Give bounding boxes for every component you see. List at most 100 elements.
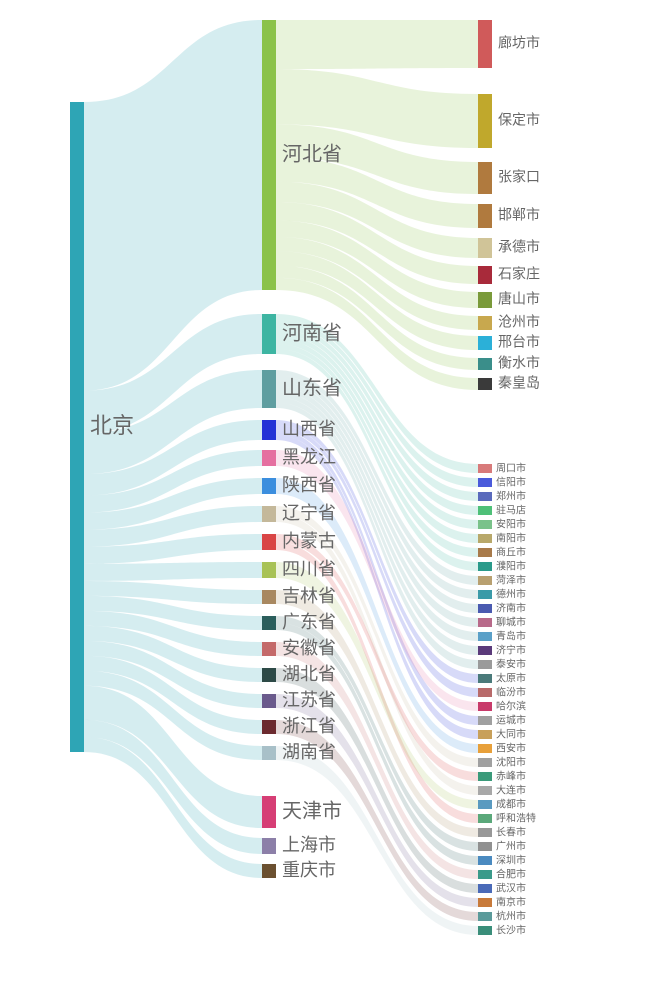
- city-label: 石家庄: [498, 266, 540, 282]
- city-small-node: [478, 492, 492, 501]
- province-node: [262, 838, 276, 854]
- city-small-label: 成都市: [496, 798, 526, 811]
- city-node: [478, 238, 492, 258]
- flows-level1: [84, 20, 262, 878]
- city-small-label: 临汾市: [496, 686, 526, 699]
- province-node: [262, 450, 276, 466]
- city-small-node: [478, 604, 492, 613]
- city-small-label: 太原市: [496, 672, 526, 685]
- city-label: 保定市: [498, 112, 540, 128]
- city-small-label: 南阳市: [496, 532, 526, 545]
- province-label: 江苏省: [282, 690, 336, 710]
- city-small-label: 大连市: [496, 784, 526, 797]
- city-small-node: [478, 534, 492, 543]
- city-small-label: 周口市: [496, 462, 526, 475]
- province-node: [262, 478, 276, 494]
- city-small-node: [478, 590, 492, 599]
- province-node: [262, 796, 276, 828]
- city-node: [478, 266, 492, 284]
- city-small-node: [478, 828, 492, 837]
- city-small-label: 哈尔滨: [496, 700, 526, 713]
- city-node: [478, 20, 492, 68]
- city-small-label: 济南市: [496, 602, 526, 615]
- city-small-node: [478, 898, 492, 907]
- city-small-node: [478, 730, 492, 739]
- province-label: 河南省: [282, 321, 342, 344]
- city-label: 衡水市: [498, 355, 540, 371]
- city-small-node: [478, 926, 492, 935]
- province-label: 河北省: [282, 142, 342, 165]
- city-small-label: 德州市: [496, 588, 526, 601]
- province-node: [262, 642, 276, 656]
- city-label: 邯郸市: [498, 207, 540, 223]
- city-small-label: 运城市: [496, 714, 526, 727]
- city-small-label: 沈阳市: [496, 756, 526, 769]
- city-small-label: 聊城市: [496, 616, 526, 629]
- city-small-label: 西安市: [496, 742, 526, 755]
- province-label: 安徽省: [282, 638, 336, 658]
- city-node: [478, 292, 492, 308]
- city-label: 邢台市: [498, 334, 540, 350]
- city-small-label: 郑州市: [496, 490, 526, 503]
- city-small-node: [478, 884, 492, 893]
- city-small-node: [478, 870, 492, 879]
- city-small-node: [478, 702, 492, 711]
- city-small-label: 大同市: [496, 728, 526, 741]
- city-small-node: [478, 842, 492, 851]
- city-node: [478, 358, 492, 370]
- province-node: [262, 590, 276, 604]
- city-small-node: [478, 786, 492, 795]
- province-node: [262, 694, 276, 708]
- city-small-label: 菏泽市: [496, 574, 526, 587]
- city-node: [478, 336, 492, 350]
- source-node: [70, 102, 84, 752]
- city-label: 沧州市: [498, 314, 540, 330]
- province-label: 天津市: [282, 799, 342, 822]
- city-small-node: [478, 618, 492, 627]
- province-label: 湖北省: [282, 664, 336, 684]
- city-node: [478, 94, 492, 148]
- city-small-node: [478, 716, 492, 725]
- province-label: 广东省: [282, 612, 336, 632]
- city-small-node: [478, 478, 492, 487]
- flow: [84, 562, 262, 581]
- city-small-label: 杭州市: [496, 910, 526, 923]
- province-node: [262, 616, 276, 630]
- city-small-node: [478, 646, 492, 655]
- province-node: [262, 668, 276, 682]
- city-small-label: 武汉市: [496, 882, 526, 895]
- province-node: [262, 506, 276, 522]
- province-node: [262, 534, 276, 550]
- province-label: 内蒙古: [282, 531, 336, 551]
- city-small-node: [478, 576, 492, 585]
- city-small-label: 深圳市: [496, 854, 526, 867]
- city-node: [478, 162, 492, 194]
- city-small-label: 南京市: [496, 896, 526, 909]
- province-label: 浙江省: [282, 716, 336, 736]
- city-small-node: [478, 814, 492, 823]
- city-label: 廊坊市: [498, 35, 540, 51]
- province-node: [262, 20, 276, 290]
- city-small-label: 合肥市: [496, 868, 526, 881]
- sankey-diagram: 北京河北省河南省山东省山西省黑龙江陕西省辽宁省内蒙古四川省吉林省广东省安徽省湖北…: [0, 0, 650, 997]
- province-label: 上海市: [282, 835, 336, 855]
- province-node: [262, 370, 276, 408]
- city-small-node: [478, 800, 492, 809]
- city-small-node: [478, 506, 492, 515]
- city-small-label: 青岛市: [496, 630, 526, 643]
- flow: [84, 720, 262, 854]
- city-small-node: [478, 520, 492, 529]
- province-label: 湖南省: [282, 742, 336, 762]
- city-label: 张家口: [498, 169, 540, 185]
- city-label: 秦皇岛: [498, 375, 540, 391]
- city-small-label: 广州市: [496, 840, 526, 853]
- source-label: 北京: [90, 413, 134, 438]
- city-small-label: 濮阳市: [496, 560, 526, 573]
- city-node: [478, 204, 492, 228]
- city-small-node: [478, 772, 492, 781]
- province-label: 辽宁省: [282, 503, 336, 523]
- city-small-node: [478, 660, 492, 669]
- city-small-label: 信阳市: [496, 476, 526, 489]
- city-label: 唐山市: [498, 291, 540, 307]
- province-node: [262, 864, 276, 878]
